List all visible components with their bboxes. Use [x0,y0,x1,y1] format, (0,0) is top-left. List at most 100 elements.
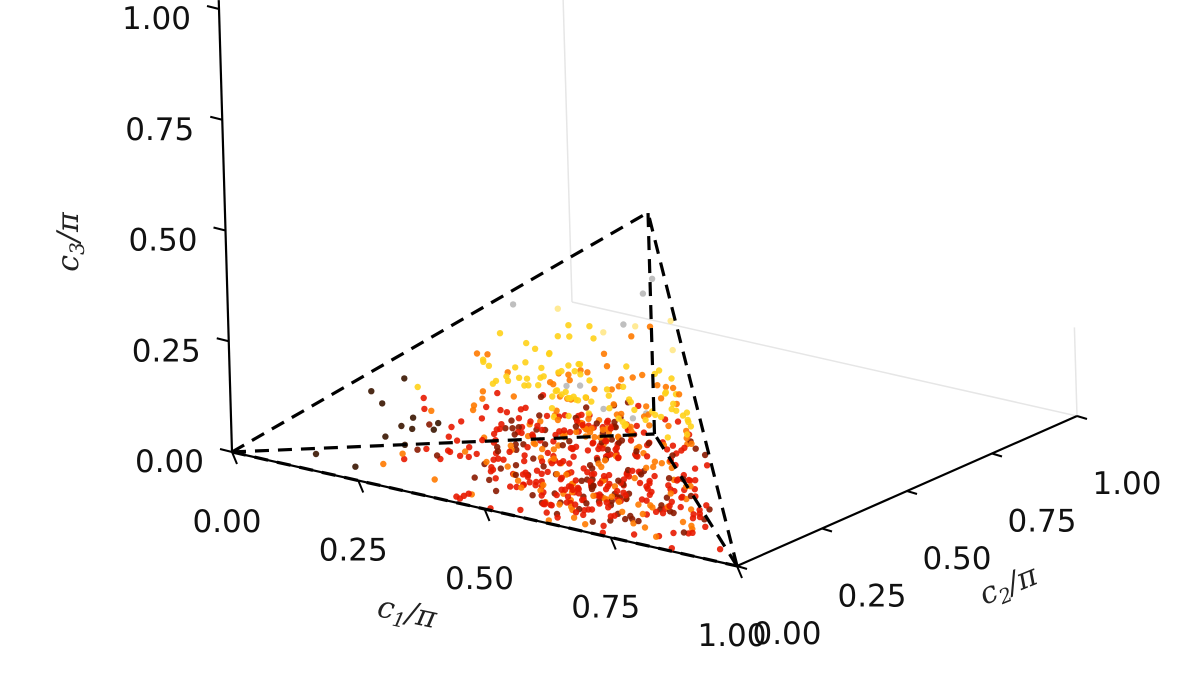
data-point [639,510,646,518]
data-point [538,426,546,434]
x-axis-label: c1/π [374,589,441,639]
boundary-edge-c1_max-apex [646,212,739,567]
boundary-edge-origin-mid [231,432,655,454]
x-tick [357,480,365,493]
data-point [690,511,697,518]
data-point [621,422,628,429]
data-point [684,431,691,438]
data-point [588,506,596,513]
data-point [574,397,582,404]
data-point [512,364,519,371]
data-point [585,415,592,422]
data-point [553,491,560,499]
data-point [692,477,699,484]
boundary-edge-mid-apex [646,212,657,435]
data-point [683,495,690,503]
data-point [574,484,582,491]
data-point [591,385,598,393]
data-point [541,499,548,506]
y-tick-label: 0.00 [752,616,821,652]
data-point [573,428,580,436]
x-tick-label: 0.00 [192,504,261,540]
data-point [312,450,320,458]
data-point [663,446,671,453]
data-point [398,422,405,430]
data-point [563,382,570,390]
data-point [503,373,510,380]
data-point [473,450,480,458]
data-point [563,499,570,506]
data-point [494,389,501,397]
y-tick-label: 0.25 [837,579,906,615]
data-point [655,367,663,374]
data-point [497,465,504,472]
data-point [566,333,573,340]
data-point [461,448,469,455]
data-point [368,388,375,395]
data-point [612,424,619,431]
z-axis-label: c3/π [51,211,89,272]
data-point [590,335,597,342]
x-tick [736,565,743,579]
data-point [554,333,561,340]
data-point [662,389,670,396]
z-tick [210,115,223,121]
y-tick-label: 0.50 [922,541,991,577]
data-point [615,477,622,484]
x-tick [231,451,238,465]
data-point [678,494,685,501]
x-tick-label: 0.50 [445,561,514,597]
data-point [651,472,658,480]
z-tick-label: 0.75 [125,112,194,148]
data-point [635,402,642,410]
data-point [604,446,611,453]
data-point [601,457,609,464]
data-point [608,436,615,443]
data-point [519,471,527,478]
data-point [515,415,523,422]
data-point [577,371,584,378]
data-point [563,471,570,478]
data-point [566,460,573,467]
data-point [680,529,688,536]
z-tick-label: 0.00 [135,444,204,480]
data-point [618,376,625,383]
data-point [465,490,472,497]
data-point [483,403,490,411]
data-point [537,393,545,400]
data-point [535,382,542,389]
data-point [550,381,557,388]
data-point [526,479,533,486]
data-point [570,453,577,460]
data-point [669,346,676,354]
data-point [512,462,520,469]
data-point [620,321,627,328]
data-point [506,448,513,455]
data-point [677,503,684,511]
data-point [612,446,619,453]
data-point [689,529,696,536]
data-point [599,426,607,433]
data-point [490,456,497,463]
data-point [556,460,564,467]
data-point [643,453,651,460]
z-tick [216,337,229,343]
y-tick [991,452,1003,458]
data-point [657,413,665,421]
z-tick [213,226,226,232]
data-point [696,510,703,517]
data-point [630,531,638,538]
data-point [600,329,607,336]
data-point [633,422,640,430]
data-point [430,426,437,433]
data-point [567,444,575,452]
data-point [615,498,623,505]
data-point [537,487,544,494]
data-point [632,323,639,330]
data-point [515,374,523,381]
data-point [650,463,657,471]
data-point [573,417,581,425]
data-point [527,418,534,425]
z-tick [206,5,220,10]
data-point [521,452,528,459]
